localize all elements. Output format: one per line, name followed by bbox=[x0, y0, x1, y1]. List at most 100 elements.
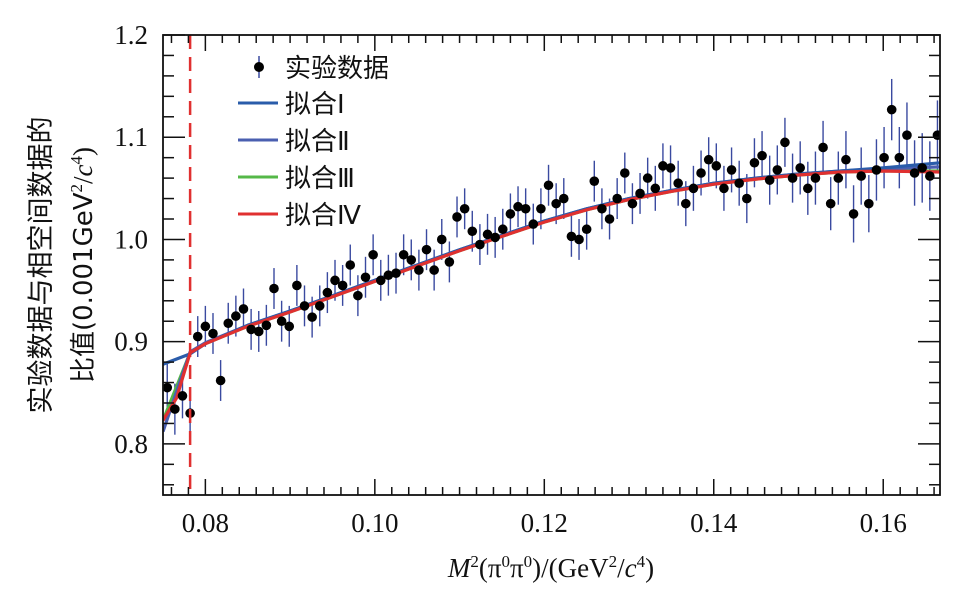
y-tick-label: 1.1 bbox=[114, 122, 148, 152]
data-point bbox=[414, 265, 424, 275]
data-point bbox=[223, 318, 234, 329]
data-point bbox=[459, 203, 470, 214]
data-point bbox=[642, 173, 653, 183]
series-layer bbox=[163, 78, 940, 436]
data-point bbox=[734, 178, 744, 189]
data-point bbox=[925, 171, 935, 181]
data-point bbox=[398, 249, 409, 260]
data-point bbox=[543, 180, 554, 191]
data-point bbox=[825, 198, 836, 209]
data-point bbox=[505, 209, 516, 219]
x-title-text: (π bbox=[479, 553, 502, 583]
y-title-text: ) bbox=[68, 147, 98, 156]
fit-line-3 bbox=[163, 169, 940, 421]
data-point bbox=[536, 203, 546, 214]
data-point bbox=[200, 321, 211, 332]
legend-marker bbox=[254, 62, 264, 72]
data-point bbox=[726, 165, 737, 175]
data-point bbox=[253, 326, 264, 337]
data-point bbox=[917, 163, 928, 173]
fit-line-2 bbox=[163, 165, 940, 433]
data-point bbox=[818, 142, 828, 153]
x-title-sup: 2 bbox=[470, 552, 479, 571]
data-point bbox=[879, 152, 889, 163]
y-title-text: / bbox=[68, 176, 98, 184]
y-tick-label: 0.8 bbox=[114, 429, 148, 459]
data-point bbox=[497, 224, 508, 235]
x-title-sup: 0 bbox=[524, 552, 533, 571]
plot-frame bbox=[162, 34, 941, 496]
data-point bbox=[772, 165, 783, 175]
data-point bbox=[170, 404, 180, 414]
data-point bbox=[276, 316, 287, 327]
data-point bbox=[322, 287, 333, 298]
data-point bbox=[681, 198, 691, 209]
data-point bbox=[475, 239, 485, 250]
data-point bbox=[330, 275, 340, 286]
data-point bbox=[703, 154, 714, 165]
fit-line-1 bbox=[163, 161, 940, 366]
data-point bbox=[780, 137, 790, 148]
data-point bbox=[406, 255, 417, 265]
data-point bbox=[764, 175, 775, 185]
data-point bbox=[284, 321, 295, 332]
data-point bbox=[520, 203, 531, 214]
data-point bbox=[513, 201, 523, 212]
x-tick-label: 0.10 bbox=[351, 508, 398, 538]
data-point bbox=[452, 212, 462, 222]
x-title-text: ) bbox=[645, 553, 654, 583]
data-point bbox=[803, 183, 813, 194]
data-point bbox=[688, 183, 699, 194]
legend-label: 实验数据 bbox=[285, 54, 389, 84]
x-title-sup: 0 bbox=[502, 552, 511, 571]
y-tick-label: 0.9 bbox=[114, 327, 148, 357]
data-point bbox=[566, 231, 577, 242]
data-point bbox=[353, 290, 363, 301]
data-point bbox=[208, 328, 218, 339]
data-point bbox=[375, 275, 386, 286]
y-tick-label: 1.0 bbox=[114, 224, 148, 254]
data-point bbox=[627, 198, 638, 209]
data-point bbox=[307, 312, 317, 322]
data-point bbox=[368, 249, 378, 260]
data-point bbox=[551, 198, 561, 209]
data-point bbox=[246, 324, 256, 335]
x-tick-label: 0.12 bbox=[521, 508, 568, 538]
data-point bbox=[864, 198, 874, 209]
data-point bbox=[177, 391, 188, 401]
legend-label: 拟合Ⅳ bbox=[285, 201, 361, 231]
x-tick-label: 0.16 bbox=[860, 508, 907, 538]
x-title-c: c bbox=[625, 553, 637, 583]
data-point bbox=[528, 219, 539, 229]
data-point bbox=[635, 188, 645, 199]
data-point bbox=[696, 168, 706, 178]
data-point bbox=[894, 152, 905, 163]
data-point bbox=[711, 161, 722, 171]
y-title-line2: 比值(0.001GeV2/c4) bbox=[67, 147, 99, 383]
y-title-text: 比值(0.001GeV bbox=[69, 192, 99, 383]
legend-label: 拟合Ⅲ bbox=[285, 164, 355, 194]
data-point bbox=[574, 234, 584, 245]
data-point bbox=[581, 224, 592, 235]
data-point bbox=[558, 193, 569, 204]
data-point bbox=[658, 161, 668, 171]
data-point bbox=[360, 272, 371, 283]
y-title-sup: 4 bbox=[67, 155, 86, 164]
data-point bbox=[337, 280, 348, 291]
data-point bbox=[856, 171, 866, 181]
data-point bbox=[597, 203, 607, 214]
fit-line-4 bbox=[163, 169, 940, 422]
x-title-sup: 4 bbox=[637, 552, 646, 571]
data-point bbox=[391, 268, 401, 278]
data-point bbox=[650, 183, 661, 194]
y-axis-title: 实验数据与相空间数据的 bbox=[26, 117, 56, 414]
y-title-line1: 实验数据与相空间数据的 bbox=[26, 117, 56, 414]
data-point bbox=[345, 260, 356, 270]
ticks-layer bbox=[163, 34, 940, 495]
data-point bbox=[467, 226, 478, 237]
data-point bbox=[383, 270, 394, 281]
x-tick-label: 0.14 bbox=[690, 508, 738, 538]
x-title-text: / bbox=[617, 553, 625, 583]
data-point bbox=[757, 150, 767, 161]
legend-entry-fit1: 拟合Ⅰ bbox=[238, 90, 345, 120]
